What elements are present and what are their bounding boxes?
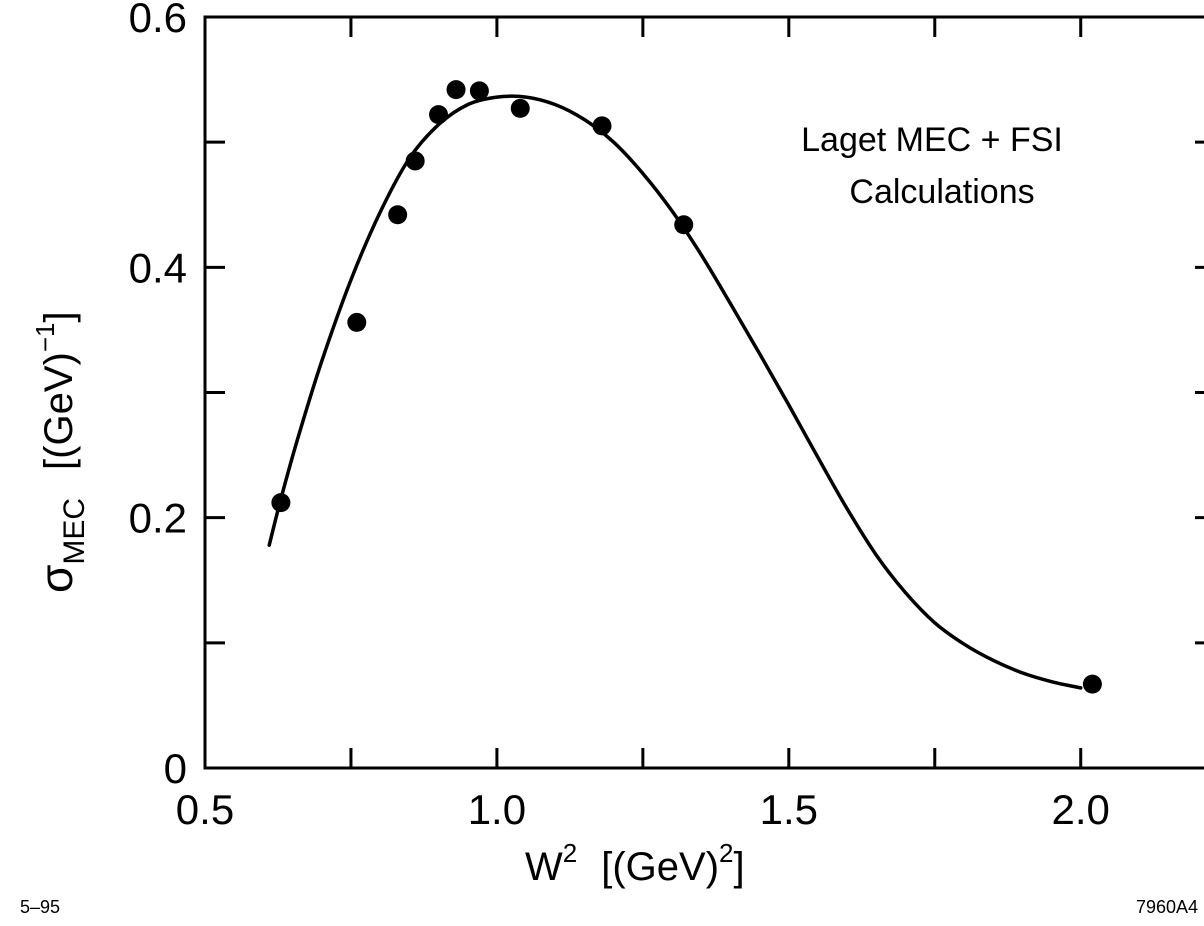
x-axis-title-unit-sup: 2 [719,838,733,868]
data-point-1 [347,312,367,332]
data-point-3 [405,151,425,171]
axis-ticks [203,15,1204,770]
x-tick-label-3: 2.0 [1052,786,1110,833]
y-axis-title: σMEC [(GeV)−1] [30,311,91,593]
data-point-5 [446,80,466,100]
y-tick-label-2: 0.4 [129,244,187,291]
y-axis-title-sub: MEC [58,498,91,565]
figure-code-right: 7960A4 [1136,897,1198,917]
x-tick-label-2: 1.5 [760,786,818,833]
y-axis-title-unit-close: ] [37,311,81,322]
annotation-line-1: Laget MEC + FSI [801,121,1063,159]
axis-tick-labels: 0.5 1.0 1.5 2.0 0 0.2 0.4 0.6 [129,0,1110,833]
data-point-9 [674,215,694,235]
data-point-10 [1082,674,1102,694]
x-axis-title-sup: 2 [563,838,577,868]
y-tick-label-3: 0.6 [129,0,187,41]
x-axis-title-base: W [525,845,563,889]
data-points [271,80,1102,694]
x-tick-label-0: 0.5 [176,786,234,833]
data-point-4 [429,105,449,125]
x-axis-title: W2 [(GeV)2] [525,838,745,889]
y-tick-label-0: 0 [164,745,187,792]
fit-curve [267,94,1083,690]
x-axis-title-unit-open: [(GeV) [601,845,719,889]
data-point-8 [592,116,612,136]
data-point-6 [469,81,489,101]
figure-code-left: 5–95 [20,897,60,917]
x-axis-title-unit-close: ] [734,845,745,889]
data-point-7 [510,98,530,118]
y-axis-title-unit-sup: −1 [30,322,60,352]
y-axis-title-unit-open: [(GeV) [37,352,81,470]
data-point-2 [388,205,408,225]
x-tick-label-1: 1.0 [468,786,526,833]
y-axis-title-base: σ [30,565,82,593]
y-tick-label-1: 0.2 [129,495,187,542]
data-point-0 [271,493,291,513]
annotation-line-2: Calculations [849,173,1034,211]
